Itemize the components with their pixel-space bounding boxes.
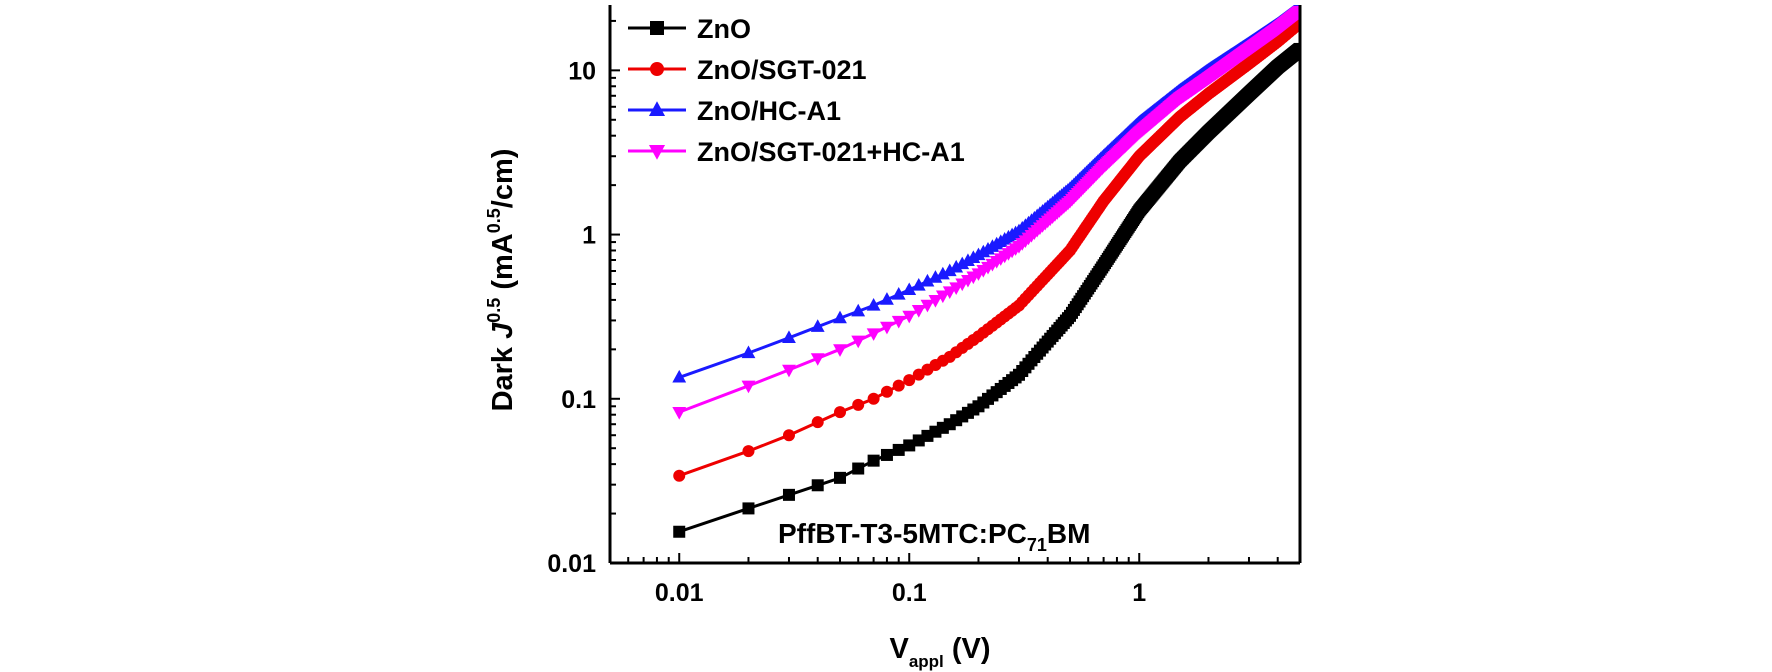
legend-marker [650,62,664,76]
data-point [741,380,756,394]
annotation-sub: 71 [1027,535,1047,555]
series-2 [673,16,1300,482]
data-point [1293,5,1300,19]
data-point [880,321,894,335]
axes: 0.01 0.1 1 0.01 0.1 1 10 [547,5,1302,607]
data-point [880,448,893,461]
y-axis-title-italic: J [487,322,519,339]
data-point [903,439,916,452]
data-point [672,369,687,383]
y-axis-title-sup: 0.5 [484,298,504,323]
data-point [811,479,824,492]
data-point [742,502,755,515]
data-point [955,256,970,270]
annotation-main: PffBT-T3-5MTC:PC [778,518,1027,549]
data-point [911,305,926,318]
chart-annotation: PffBT-T3-5MTC:PC71BM [778,518,1090,555]
series-1 [673,42,1300,538]
legend-item-2: ZnO/SGT-021 [628,55,867,85]
data-point [891,287,906,300]
data-point [834,406,846,419]
data-point [903,374,916,387]
y-tick-label: 0.1 [561,386,596,414]
data-point [811,416,824,429]
y-tick-label: 0.01 [547,550,596,578]
legend-marker [648,145,666,160]
data-point [742,445,755,458]
y-tick-label: 10 [568,57,596,85]
data-layer [672,5,1300,538]
x-axis-title: Vappl (V) [889,633,990,671]
y-axis-title-mid: (mA [487,233,519,298]
data-point [949,259,964,273]
data-point [866,297,881,311]
data-point [912,368,925,381]
data-point [782,330,796,343]
data-point [852,462,865,475]
data-point [935,266,950,280]
data-point [1294,42,1300,55]
data-point [920,299,935,313]
data-point [810,319,825,332]
data-point [867,392,880,405]
legend: ZnO ZnO/SGT-021 ZnO/HC-A1 ZnO/SGT-021+HC-A1 [628,14,965,167]
data-point [851,303,866,317]
data-point [928,294,943,308]
y-axis-title-suffix: /cm) [487,149,519,209]
legend-marker [648,101,666,116]
data-point [935,290,950,304]
data-point [892,379,905,392]
data-point [833,310,847,324]
data-point [911,277,926,291]
data-point [810,353,825,366]
legend-label: ZnO/HC-A1 [697,96,841,126]
data-point [942,263,957,277]
legend-item-3: ZnO/HC-A1 [628,96,841,126]
data-point [782,429,795,442]
data-point [867,454,880,467]
legend-marker [650,21,664,35]
data-point [852,398,865,411]
x-tick-label: 1 [1132,579,1146,607]
data-point [920,273,935,287]
data-point [902,310,917,324]
y-axis-title-prefix: Dark [487,339,519,412]
legend-item-1: ZnO [628,14,751,44]
data-point [833,344,847,357]
legend-label: ZnO/SGT-021 [697,55,867,85]
data-point [880,292,894,305]
data-point [851,335,866,349]
x-axis-title-main: V [889,633,909,665]
legend-label: ZnO/SGT-021+HC-A1 [697,137,965,167]
data-point [673,469,686,482]
annotation-suffix: BM [1047,518,1091,549]
y-axis-title-sup2: 0.5 [484,208,504,233]
data-point [902,282,917,296]
x-tick-label: 0.01 [655,579,704,607]
data-point [891,315,906,329]
data-point [866,328,881,341]
legend-item-4: ZnO/SGT-021+HC-A1 [628,137,965,167]
data-point [672,406,687,420]
data-point [741,345,756,359]
data-point [892,443,905,456]
legend-label: ZnO [697,14,751,44]
data-point [782,364,796,378]
data-point [834,471,846,484]
x-axis-title-sub: appl [909,652,944,671]
data-point [673,525,686,538]
x-axis-title-unit: (V) [944,633,991,665]
y-axis-title: Dark J0.5 (mA0.5/cm) [484,149,519,412]
data-point [928,270,943,283]
data-point [880,385,893,398]
x-tick-label: 0.1 [892,579,927,607]
data-point [782,488,795,501]
series-4 [672,5,1300,420]
data-point [942,286,957,300]
y-tick-label: 1 [582,222,596,250]
